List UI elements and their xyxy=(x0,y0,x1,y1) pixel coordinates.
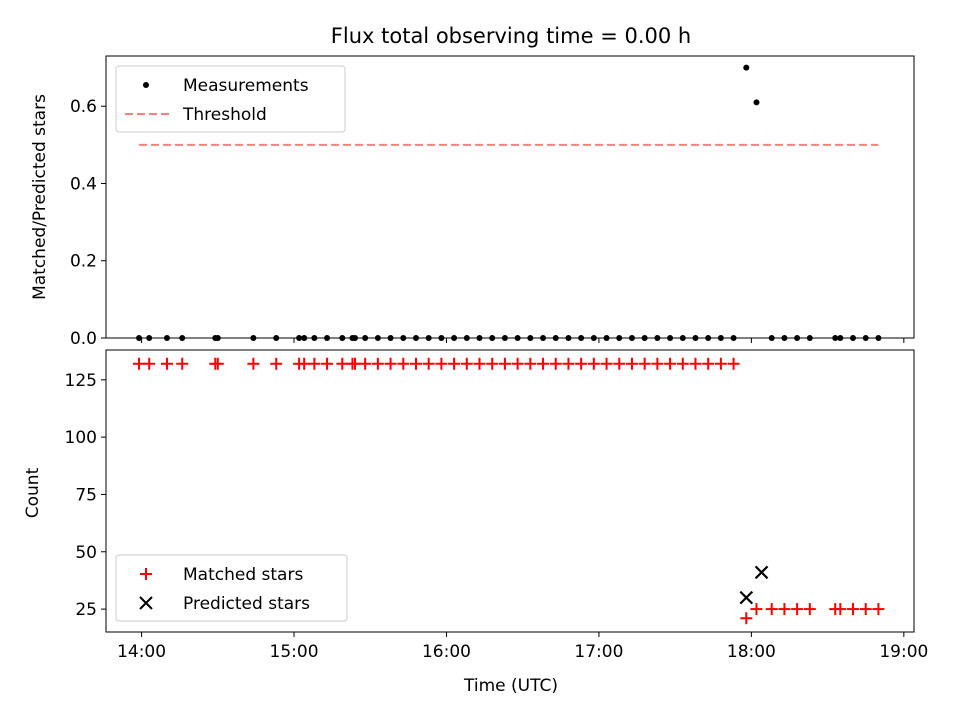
legend-matched-marker xyxy=(140,568,152,580)
data-point xyxy=(511,357,524,370)
x-tick-label: 16:00 xyxy=(422,642,471,662)
data-point xyxy=(791,603,804,616)
data-point xyxy=(600,357,613,370)
data-point xyxy=(298,357,311,370)
data-point xyxy=(638,357,651,370)
top-ticks: 0.0 0.2 0.4 0.6 xyxy=(70,97,905,349)
x-tick-label: 17:00 xyxy=(574,642,623,662)
legend-predicted-label: Predicted stars xyxy=(183,594,310,614)
data-point xyxy=(803,603,816,616)
top-legend-box xyxy=(115,65,346,133)
data-point xyxy=(549,357,562,370)
data-point xyxy=(664,357,677,370)
data-point xyxy=(676,357,689,370)
series-predicted-stars xyxy=(739,565,769,605)
data-point xyxy=(834,603,847,616)
data-point xyxy=(847,603,860,616)
data-point xyxy=(689,357,702,370)
data-point xyxy=(308,357,321,370)
y-tick-label: 75 xyxy=(75,485,97,505)
data-point xyxy=(575,357,588,370)
data-point xyxy=(160,357,173,370)
y-tick-label: 125 xyxy=(65,371,97,391)
data-point xyxy=(727,357,740,370)
chart-title: Flux total observing time = 0.00 h xyxy=(331,24,691,48)
data-point xyxy=(587,357,600,370)
bottom-axes: Count Time (UTC) 25 50 75 100 125 14:00 15:00 1… xyxy=(23,349,929,696)
x-tick-label: 15:00 xyxy=(270,642,319,662)
data-point xyxy=(435,357,448,370)
data-point xyxy=(460,357,473,370)
legend-matched-label: Matched stars xyxy=(183,565,303,585)
y-tick-label: 25 xyxy=(75,600,97,620)
data-point xyxy=(409,357,422,370)
data-point xyxy=(613,357,626,370)
x-axis-label: Time (UTC) xyxy=(463,676,558,696)
y-tick-label: 50 xyxy=(75,543,97,563)
top-axes-frame xyxy=(105,55,915,339)
data-point xyxy=(176,357,189,370)
data-point xyxy=(859,603,872,616)
data-point xyxy=(625,357,638,370)
data-point xyxy=(448,357,461,370)
data-point xyxy=(562,357,575,370)
bottom-ticks: 25 50 75 100 125 14:00 15:00 16:00 17:00 18:00 19:… xyxy=(65,371,929,662)
data-point xyxy=(524,357,537,370)
x-tick-label: 19:00 xyxy=(879,642,928,662)
data-point xyxy=(486,357,499,370)
y-tick-label: 0.0 xyxy=(70,329,97,349)
data-point xyxy=(750,603,763,616)
data-point xyxy=(371,357,384,370)
data-point xyxy=(473,357,486,370)
top-legend: Measurements Threshold xyxy=(115,65,346,133)
data-point xyxy=(765,603,778,616)
legend-threshold-label: Threshold xyxy=(182,105,267,125)
data-point xyxy=(714,357,727,370)
x-tick-label: 18:00 xyxy=(727,642,776,662)
y-tick-label: 0.6 xyxy=(70,97,97,117)
y-tick-label: 100 xyxy=(65,428,97,448)
data-point xyxy=(753,99,760,106)
data-point xyxy=(537,357,550,370)
data-point xyxy=(739,590,754,605)
data-point xyxy=(321,357,334,370)
data-point xyxy=(754,565,769,580)
data-point xyxy=(498,357,511,370)
top-y-axis-label: Matched/Predicted stars xyxy=(30,94,50,300)
data-point xyxy=(270,357,283,370)
legend-measurements-label: Measurements xyxy=(183,76,309,96)
bottom-legend: Matched stars Predicted stars xyxy=(115,554,348,622)
data-point xyxy=(422,357,435,370)
data-point xyxy=(740,612,753,625)
bottom-axes-frame xyxy=(105,349,915,633)
data-point xyxy=(349,357,362,370)
data-point xyxy=(384,357,397,370)
bottom-plot-area xyxy=(133,357,885,625)
data-point xyxy=(702,357,715,370)
data-point xyxy=(211,357,224,370)
x-tick-label: 14:00 xyxy=(117,642,166,662)
data-point xyxy=(743,64,750,71)
data-point xyxy=(651,357,664,370)
series-matched-stars xyxy=(133,357,885,625)
top-axes: Flux total observing time = 0.00 h Match… xyxy=(30,24,915,349)
data-point xyxy=(143,357,156,370)
data-point xyxy=(359,357,372,370)
data-point xyxy=(872,603,885,616)
y-tick-label: 0.4 xyxy=(70,174,97,194)
y-tick-label: 0.2 xyxy=(70,252,97,272)
bottom-legend-box xyxy=(115,554,348,622)
legend-measurements-marker xyxy=(143,82,149,88)
data-point xyxy=(336,357,349,370)
data-point xyxy=(247,357,260,370)
data-point xyxy=(778,603,791,616)
data-point xyxy=(397,357,410,370)
data-point xyxy=(133,357,146,370)
legend-predicted-marker xyxy=(139,596,153,610)
bottom-y-axis-label: Count xyxy=(23,467,43,518)
